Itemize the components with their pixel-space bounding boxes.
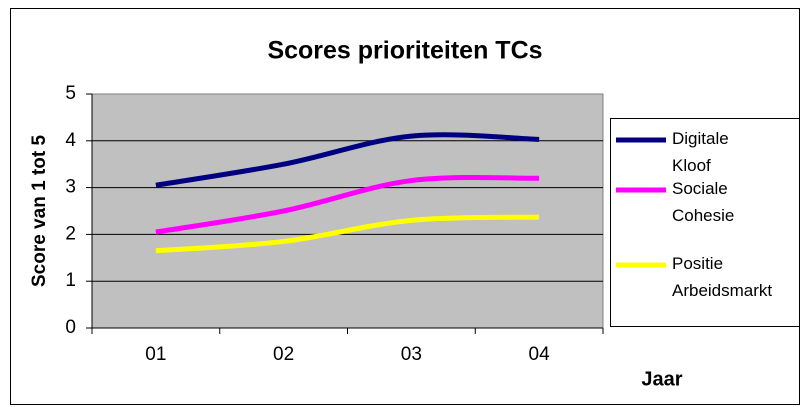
x-tick-label: 02 <box>273 344 294 365</box>
legend-label: Positie Arbeidsmarkt <box>672 254 772 300</box>
series-line <box>155 174 540 235</box>
y-tick-label: 4 <box>65 130 76 151</box>
legend-label: Sociale Cohesie <box>672 179 734 225</box>
series-line <box>155 132 540 188</box>
y-tick-label: 2 <box>65 223 76 244</box>
x-tick-label: 01 <box>145 344 166 365</box>
y-tick-label: 5 <box>65 83 76 104</box>
y-tick-label: 3 <box>65 177 76 198</box>
series-line <box>155 214 540 254</box>
x-tick-label: 03 <box>401 344 422 365</box>
legend-label: Digitale Kloof <box>672 129 729 175</box>
y-axis-label: Score van 1 tot 5 <box>29 135 50 287</box>
x-axis-label: Jaar <box>641 368 682 390</box>
legend <box>610 118 800 327</box>
plot-area <box>91 93 604 329</box>
chart-title: Scores prioriteiten TCs <box>267 37 542 65</box>
y-tick-label: 1 <box>65 270 76 291</box>
x-tick-label: 04 <box>529 344 551 365</box>
y-tick-label: 0 <box>65 317 76 338</box>
